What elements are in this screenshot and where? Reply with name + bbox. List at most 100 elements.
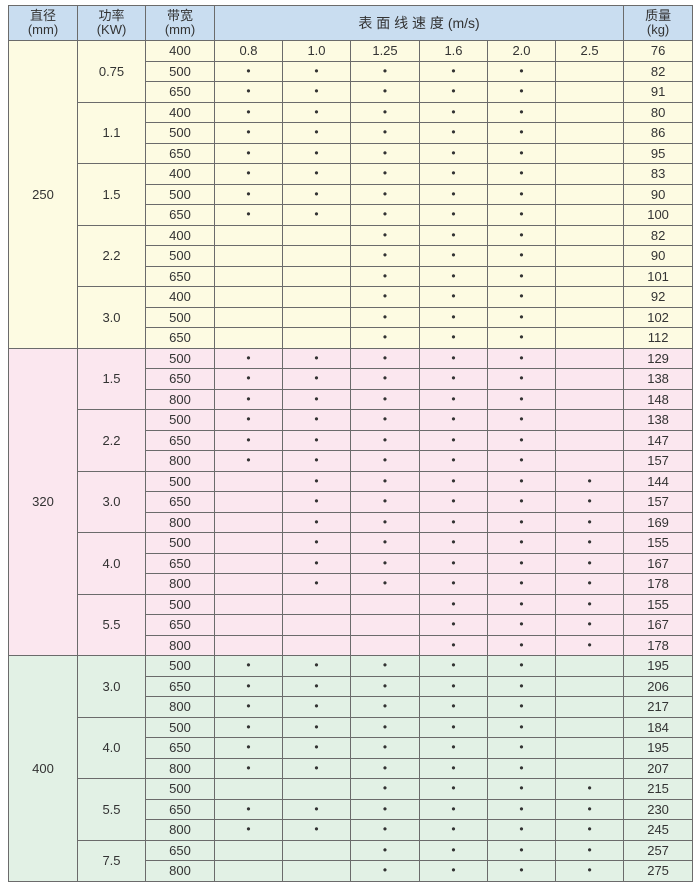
belt-width-cell: 500 — [145, 122, 215, 144]
weight-cell: 167 — [623, 552, 694, 574]
speed-available-dot: • — [419, 142, 488, 164]
speed-available-dot: • — [350, 778, 420, 800]
weight-cell: 275 — [623, 860, 694, 882]
speed-available-dot: • — [487, 368, 556, 390]
weight-cell: 167 — [623, 614, 694, 636]
speed-available-dot: • — [350, 306, 420, 328]
belt-width-cell: 800 — [145, 860, 215, 882]
speed-available-dot: • — [350, 327, 420, 349]
speed-available-dot: • — [419, 696, 488, 718]
speed-cell — [282, 634, 351, 656]
speed-available-dot: • — [214, 675, 283, 697]
speed-available-dot: • — [487, 122, 556, 144]
table-row: 800 • • • • • 148 — [9, 388, 694, 410]
weight-cell: 144 — [623, 470, 694, 492]
speed-cell: 2.5 — [554, 40, 625, 62]
speed-cell — [214, 552, 283, 574]
speed-cell — [282, 593, 351, 615]
speed-available-dot: • — [282, 470, 351, 492]
belt-width-cell: 500 — [145, 306, 215, 328]
speed-cell — [554, 327, 625, 349]
power-cell: 3.0 — [77, 655, 146, 718]
belt-width-cell: 800 — [145, 573, 215, 595]
speed-available-dot: • — [350, 839, 420, 861]
belt-width-cell: 800 — [145, 757, 215, 779]
speed-available-dot: • — [419, 245, 488, 267]
table-row: 650 • • • • • 91 — [9, 81, 694, 103]
speed-available-dot: • — [350, 60, 420, 82]
belt-width-cell: 800 — [145, 450, 215, 472]
weight-cell: 245 — [623, 819, 694, 841]
weight-cell: 100 — [623, 204, 694, 226]
table-row: 800 • • • • • 157 — [9, 450, 694, 472]
speed-available-dot: • — [214, 819, 283, 841]
power-cell: 5.5 — [77, 593, 146, 656]
diameter-cell: 400 — [8, 655, 78, 882]
speed-available-dot: • — [487, 655, 556, 677]
speed-cell — [214, 306, 283, 328]
belt-width-cell: 650 — [145, 327, 215, 349]
speed-cell — [282, 614, 351, 636]
power-cell: 3.0 — [77, 470, 146, 533]
speed-available-dot: • — [487, 634, 556, 656]
belt-width-cell: 650 — [145, 798, 215, 820]
speed-available-dot: • — [282, 409, 351, 431]
weight-cell: 91 — [623, 81, 694, 103]
weight-cell: 83 — [623, 163, 694, 185]
speed-available-dot: • — [214, 142, 283, 164]
belt-width-cell: 800 — [145, 388, 215, 410]
belt-width-cell: 500 — [145, 778, 215, 800]
speed-available-dot: • — [487, 409, 556, 431]
weight-cell: 207 — [623, 757, 694, 779]
speed-available-dot: • — [554, 634, 625, 656]
speed-cell — [554, 757, 625, 779]
speed-available-dot: • — [487, 101, 556, 123]
speed-cell — [554, 675, 625, 697]
weight-cell: 195 — [623, 655, 694, 677]
belt-width-cell: 500 — [145, 470, 215, 492]
speed-available-dot: • — [350, 737, 420, 759]
table-row: 500 • • • • • 82 — [9, 60, 694, 82]
belt-width-cell: 500 — [145, 409, 215, 431]
speed-available-dot: • — [282, 655, 351, 677]
weight-cell: 138 — [623, 368, 694, 390]
table-row: 1.1 400 • • • • • 80 — [9, 101, 694, 164]
speed-available-dot: • — [350, 696, 420, 718]
speed-cell — [554, 224, 625, 246]
weight-cell: 129 — [623, 347, 694, 369]
header-belt-width-label: 带宽 — [166, 8, 193, 23]
speed-available-dot: • — [350, 183, 420, 205]
power-cell: 3.0 — [77, 286, 146, 349]
speed-available-dot: • — [419, 716, 488, 738]
power-cell: 5.5 — [77, 778, 146, 841]
header-power: 功率 (KW) — [77, 5, 146, 41]
speed-available-dot: • — [350, 491, 420, 513]
speed-available-dot: • — [487, 429, 556, 451]
speed-available-dot: • — [554, 511, 625, 533]
power-cell: 7.5 — [77, 839, 146, 882]
speed-cell — [214, 532, 283, 554]
speed-cell — [554, 388, 625, 410]
table-row: 1.5 400 • • • • • 83 — [9, 163, 694, 226]
speed-available-dot: • — [214, 798, 283, 820]
speed-available-dot: • — [350, 204, 420, 226]
speed-available-dot: • — [487, 142, 556, 164]
speed-available-dot: • — [350, 368, 420, 390]
speed-available-dot: • — [282, 81, 351, 103]
speed-cell — [282, 224, 351, 246]
speed-available-dot: • — [419, 634, 488, 656]
speed-cell — [554, 655, 625, 677]
speed-available-dot: • — [282, 388, 351, 410]
speed-available-dot: • — [419, 204, 488, 226]
speed-available-dot: • — [350, 573, 420, 595]
table-row: 650 • • • • • 138 — [9, 368, 694, 390]
belt-width-cell: 400 — [145, 101, 215, 123]
belt-width-cell: 500 — [145, 532, 215, 554]
speed-available-dot: • — [282, 142, 351, 164]
weight-cell: 80 — [623, 101, 694, 123]
diameter-cell: 250 — [8, 40, 78, 349]
table-row: 7.5 650 • • • • 257 — [9, 839, 694, 882]
speed-cell — [214, 839, 283, 861]
table-row: 500 • • • • • 90 — [9, 183, 694, 205]
belt-width-cell: 500 — [145, 245, 215, 267]
